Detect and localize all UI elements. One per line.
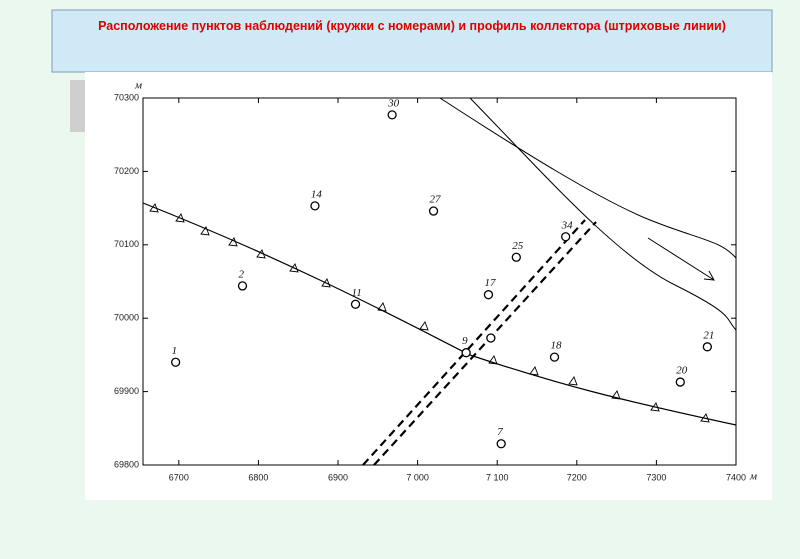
point	[702, 342, 712, 352]
point-label: 11	[352, 287, 362, 299]
y-tick-label: 70300	[114, 92, 139, 102]
y-tick-label: 70000	[114, 313, 139, 323]
x-tick-label: 6800	[248, 472, 268, 482]
point	[387, 110, 397, 120]
point	[483, 290, 494, 300]
fault-marks	[149, 203, 710, 423]
point-label: 18	[551, 340, 563, 352]
point	[549, 352, 560, 362]
x-tick-label: 7 100	[486, 472, 509, 482]
point	[237, 281, 248, 291]
x-tick-label: 6700	[169, 472, 189, 482]
point-label: 14	[311, 188, 323, 200]
point-label: 20	[676, 365, 688, 377]
title-holder: Расположение пунктов наблюдений (кружки …	[98, 19, 726, 33]
point	[461, 348, 471, 358]
flow-arrow	[647, 237, 715, 281]
x-tick-label: 6900	[328, 472, 348, 482]
point-label: 30	[387, 97, 400, 109]
y-unit: м	[134, 80, 142, 92]
point	[511, 252, 521, 262]
point-label: 9	[462, 335, 468, 347]
point-label: 34	[561, 219, 574, 231]
y-tick-label: 69900	[114, 386, 139, 396]
point-label: 21	[703, 329, 714, 341]
map-panel	[85, 72, 772, 500]
profile	[362, 219, 597, 466]
plot-frame	[142, 97, 737, 466]
point	[170, 357, 181, 367]
point-label: 17	[484, 277, 496, 289]
x-tick-label: 7400	[726, 472, 746, 482]
point-label: 2	[238, 268, 244, 280]
decor	[70, 80, 86, 132]
x-tick-label: 7200	[567, 472, 587, 482]
chart-title: Расположение пунктов наблюдений (кружки …	[98, 19, 726, 33]
x-unit: м	[749, 471, 757, 483]
point	[486, 333, 496, 343]
point-label: 7	[497, 426, 503, 438]
title-box	[51, 9, 773, 73]
x-tick-label: 7 000	[406, 472, 429, 482]
point-label: 27	[430, 194, 442, 206]
y-tick-label: 70100	[114, 239, 139, 249]
point-label: 25	[512, 240, 524, 252]
point-label: 1	[172, 345, 178, 357]
point	[561, 232, 571, 242]
point	[350, 299, 361, 309]
point	[675, 377, 685, 387]
x-tick-label: 7300	[646, 472, 666, 482]
river-bank	[439, 97, 737, 259]
y-tick-label: 69800	[114, 459, 139, 469]
point	[496, 439, 506, 449]
y-tick-label: 70200	[114, 166, 139, 176]
river-bank	[469, 97, 737, 331]
point	[428, 206, 439, 216]
point	[310, 201, 320, 211]
